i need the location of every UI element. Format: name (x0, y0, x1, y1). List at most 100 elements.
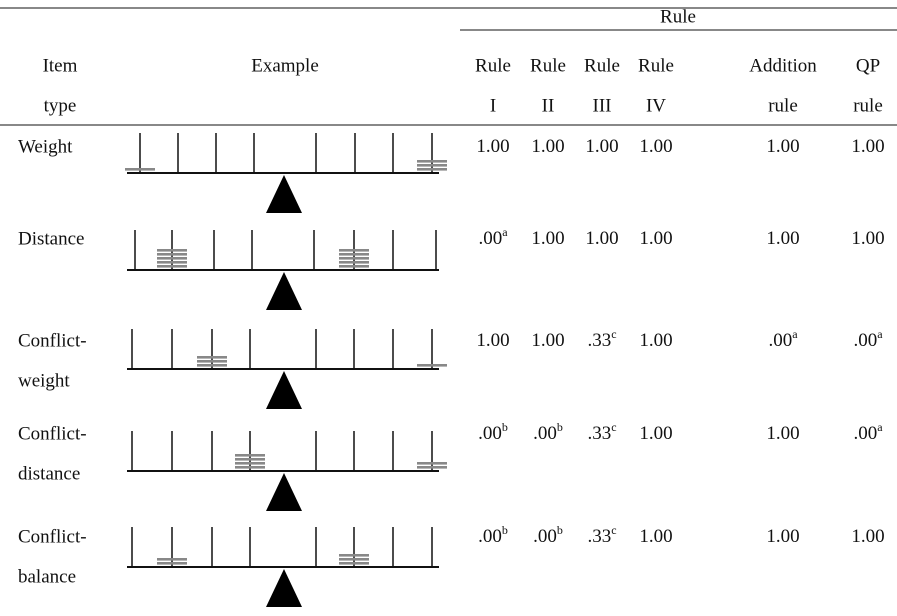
weight (197, 360, 227, 363)
footnote-mark: b (502, 523, 508, 537)
cell-value: 1.00 (639, 330, 672, 351)
column-header: Rule (584, 55, 620, 76)
footnote-mark: a (877, 420, 883, 434)
weight (235, 454, 265, 457)
column-header: IV (646, 95, 666, 116)
column-header: type (44, 95, 77, 116)
cell-value: 1.00 (851, 228, 884, 249)
cell-value: 1.00 (476, 330, 509, 351)
value: .00 (768, 330, 792, 351)
item-type: Distance (18, 228, 84, 249)
value: 1.00 (476, 330, 509, 351)
value: .33 (587, 423, 611, 444)
cell-value: .00a (768, 327, 798, 352)
weight (339, 257, 369, 260)
weight (417, 164, 447, 167)
fulcrum (266, 371, 302, 409)
column-header: Rule (475, 55, 511, 76)
value: 1.00 (766, 423, 799, 444)
weight (417, 364, 447, 367)
footnote-mark: c (611, 420, 616, 434)
cell-value: 1.00 (531, 136, 564, 157)
cell-value: 1.00 (851, 136, 884, 157)
weight (197, 356, 227, 359)
cell-value: .00a (478, 225, 508, 250)
column-header: Item (43, 55, 78, 76)
cell-value: .00a (853, 327, 883, 352)
balance-scale (125, 133, 447, 213)
column-header: QP (856, 55, 880, 76)
value: 1.00 (851, 136, 884, 157)
weight (125, 168, 155, 171)
item-type: weight (18, 370, 70, 391)
value: .00 (853, 423, 877, 444)
cell-value: 1.00 (639, 136, 672, 157)
cell-value: 1.00 (585, 136, 618, 157)
footnote-mark: b (502, 420, 508, 434)
column-header: Rule (530, 55, 566, 76)
weight (339, 562, 369, 565)
weight (417, 168, 447, 171)
weight (339, 249, 369, 252)
weight (157, 562, 187, 565)
weight (417, 466, 447, 469)
cell-value: 1.00 (766, 526, 799, 547)
value: 1.00 (766, 228, 799, 249)
fulcrum (266, 175, 302, 213)
weight (197, 364, 227, 367)
column-header: II (542, 95, 555, 116)
value: .33 (587, 330, 611, 351)
column-header: III (593, 95, 612, 116)
weight (235, 462, 265, 465)
value: 1.00 (531, 228, 564, 249)
cell-value: .00a (853, 420, 883, 445)
cell-value: 1.00 (585, 228, 618, 249)
column-header: Rule (638, 55, 674, 76)
value: 1.00 (531, 330, 564, 351)
weight (417, 462, 447, 465)
value: 1.00 (851, 526, 884, 547)
fulcrum (266, 569, 302, 607)
item-type: distance (18, 463, 80, 484)
value: 1.00 (766, 526, 799, 547)
cell-value: .00b (533, 420, 563, 445)
balance-scale (127, 431, 447, 511)
item-type: Weight (18, 136, 73, 157)
value: .00 (533, 423, 557, 444)
table: Rule ItemtypeExampleRuleIRuleIIRuleIIIRu… (0, 0, 897, 616)
cell-value: 1.00 (476, 136, 509, 157)
value: .00 (478, 228, 502, 249)
fulcrum (266, 473, 302, 511)
balance-scale (127, 230, 439, 310)
weight (157, 558, 187, 561)
footnote-mark: a (792, 327, 798, 341)
footnote-mark: b (557, 523, 563, 537)
footnote-mark: a (502, 225, 508, 239)
value: .00 (853, 330, 877, 351)
value: 1.00 (851, 228, 884, 249)
column-header: Addition (749, 55, 817, 76)
footnote-mark: c (611, 523, 616, 537)
cell-value: 1.00 (531, 228, 564, 249)
value: 1.00 (531, 136, 564, 157)
column-header: I (490, 95, 496, 116)
weight (157, 249, 187, 252)
weight (157, 253, 187, 256)
weight (235, 466, 265, 469)
weight (417, 160, 447, 163)
value: 1.00 (639, 526, 672, 547)
weight (235, 458, 265, 461)
value: 1.00 (585, 228, 618, 249)
item-type: Conflict- (18, 330, 87, 351)
value: 1.00 (585, 136, 618, 157)
cell-value: 1.00 (766, 136, 799, 157)
column-header: rule (853, 95, 883, 116)
weight (157, 265, 187, 268)
weight (339, 265, 369, 268)
cell-value: 1.00 (531, 330, 564, 351)
weight (339, 554, 369, 557)
value: 1.00 (639, 423, 672, 444)
cell-value: 1.00 (851, 526, 884, 547)
cell-value: 1.00 (639, 423, 672, 444)
cell-value: .33c (587, 523, 616, 548)
